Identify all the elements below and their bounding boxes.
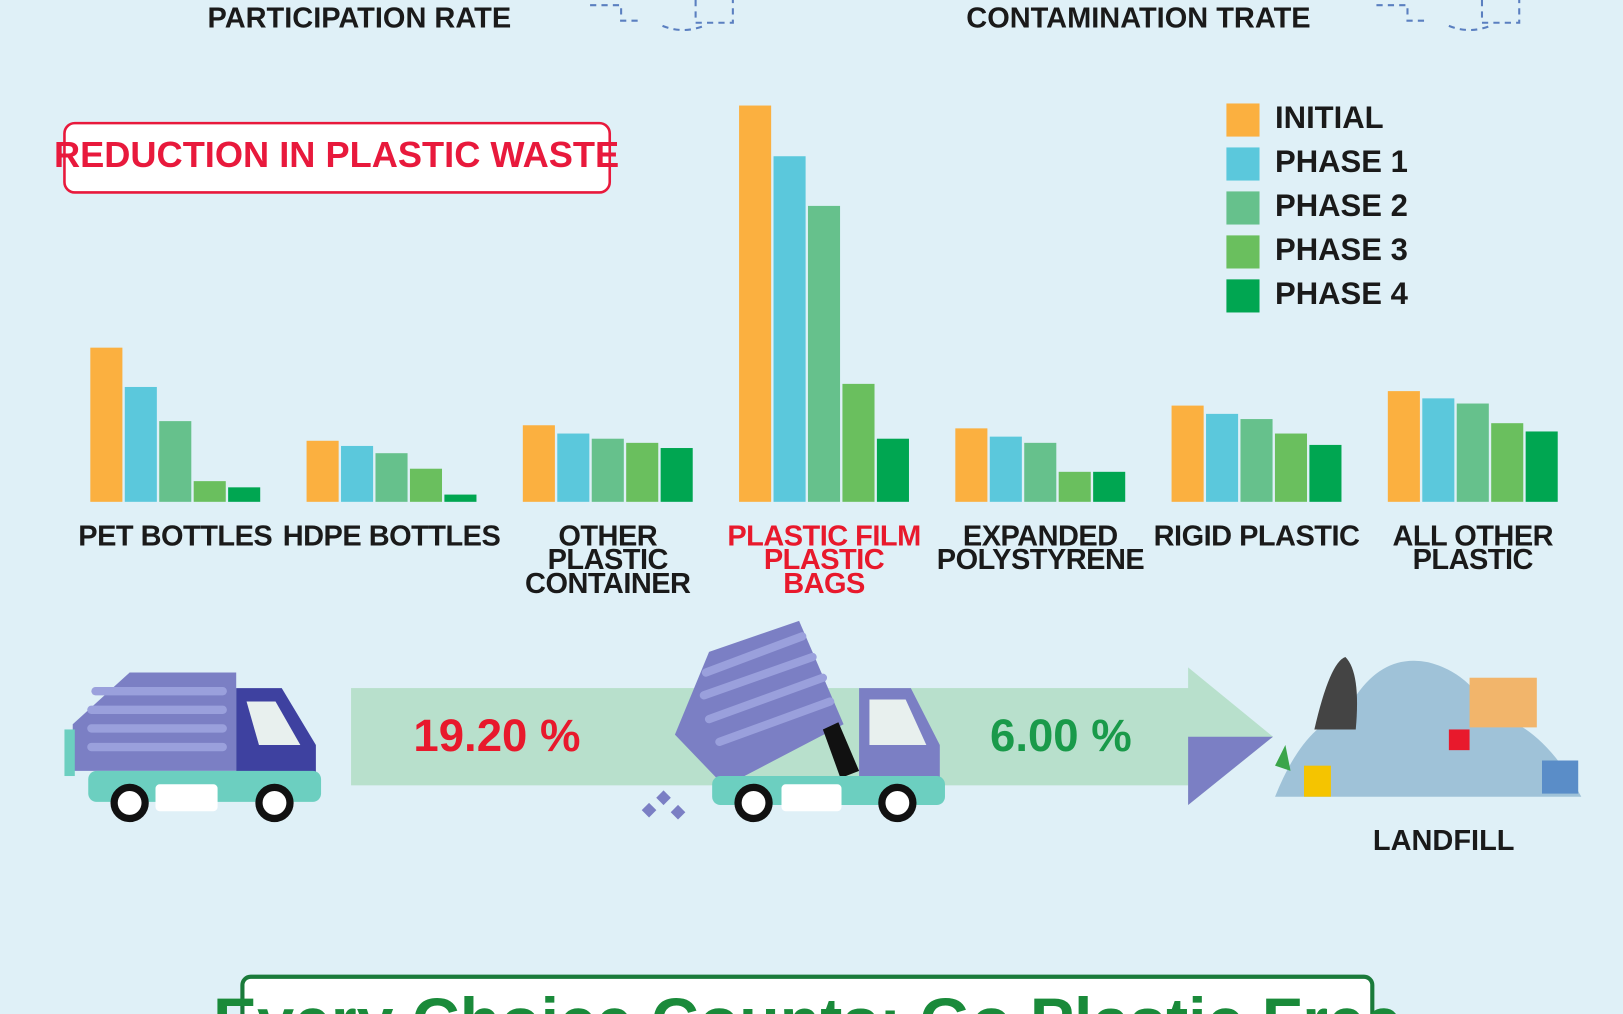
bar	[955, 428, 987, 501]
bar	[523, 425, 555, 502]
bar	[774, 156, 806, 502]
page: PARTICIPATION RATE CONTAMINATION TRATE R…	[0, 0, 1623, 1014]
bar	[159, 421, 191, 502]
bar	[1172, 406, 1204, 502]
legend-swatch	[1226, 147, 1259, 180]
category-label: PET BOTTLES	[72, 524, 279, 548]
category-label-box: HDPE BOTTLES	[280, 524, 502, 607]
bar	[1491, 423, 1523, 502]
bar	[228, 487, 260, 501]
category-label-box: PET BOTTLES	[72, 524, 279, 607]
category-label: ALL OTHER PLASTIC	[1385, 524, 1561, 572]
legend-swatch	[1226, 279, 1259, 312]
bar	[410, 469, 442, 502]
chart-title: REDUCTION IN PLASTIC WASTE	[54, 134, 619, 175]
truck-icon	[64, 673, 321, 819]
bar	[990, 437, 1022, 502]
bar	[194, 481, 226, 502]
bar	[661, 448, 693, 502]
bar	[557, 434, 589, 502]
category-label-box: ALL OTHER PLASTIC	[1385, 524, 1561, 607]
bar	[1457, 404, 1489, 502]
caption: CONTAMINATION TRATE	[966, 2, 1310, 34]
legend-label: PHASE 1	[1275, 144, 1408, 179]
rate-label: 6.00 %	[990, 710, 1132, 761]
bar	[1024, 443, 1056, 502]
bar	[1309, 445, 1341, 502]
bar	[90, 348, 122, 502]
bar	[1388, 391, 1420, 502]
bar	[1206, 414, 1238, 502]
bar	[444, 495, 476, 502]
legend-label: PHASE 3	[1275, 232, 1408, 267]
category-label-box: RIGID PLASTIC	[1148, 524, 1365, 607]
category-label-box: OTHER PLASTIC CONTAINER	[520, 524, 696, 607]
category-label: EXPANDED POLYSTYRENE	[937, 524, 1144, 572]
caption: PARTICIPATION RATE	[208, 2, 512, 34]
legend-label: INITIAL	[1275, 100, 1384, 135]
bar	[877, 439, 909, 502]
bar	[1422, 398, 1454, 501]
bar	[375, 453, 407, 502]
bar	[592, 439, 624, 502]
bar	[739, 106, 771, 502]
rate-label: 19.20 %	[413, 710, 580, 761]
bar	[1093, 472, 1125, 502]
legend-label: PHASE 4	[1275, 276, 1409, 311]
legend-label: PHASE 2	[1275, 188, 1408, 223]
bar	[307, 441, 339, 502]
bar	[1240, 419, 1272, 502]
legend: INITIAL PHASE 1 PHASE 2 PHASE 3 PHASE 4	[1226, 100, 1408, 312]
category-label-box: EXPANDED POLYSTYRENE	[937, 524, 1144, 607]
legend-swatch	[1226, 191, 1259, 224]
category-label: OTHER PLASTIC CONTAINER	[520, 524, 696, 595]
bar	[626, 443, 658, 502]
legend-swatch	[1226, 103, 1259, 136]
slogan: Every Choice Counts: Go Plastic Free	[213, 985, 1402, 1014]
bar	[808, 206, 840, 502]
infographic: PARTICIPATION RATE CONTAMINATION TRATE R…	[0, 0, 1623, 1014]
category-label: HDPE BOTTLES	[280, 524, 502, 548]
bar	[1526, 431, 1558, 501]
category-label: PLASTIC FILM PLASTIC BAGS	[721, 524, 928, 595]
bar	[125, 387, 157, 502]
category-label-box: PLASTIC FILM PLASTIC BAGS	[721, 524, 928, 607]
bar	[842, 384, 874, 502]
bar	[341, 446, 373, 502]
bar	[1059, 472, 1091, 502]
category-label: RIGID PLASTIC	[1148, 524, 1365, 548]
destination-label: LANDFILL	[1373, 825, 1515, 857]
bar	[1275, 434, 1307, 502]
legend-swatch	[1226, 235, 1259, 268]
